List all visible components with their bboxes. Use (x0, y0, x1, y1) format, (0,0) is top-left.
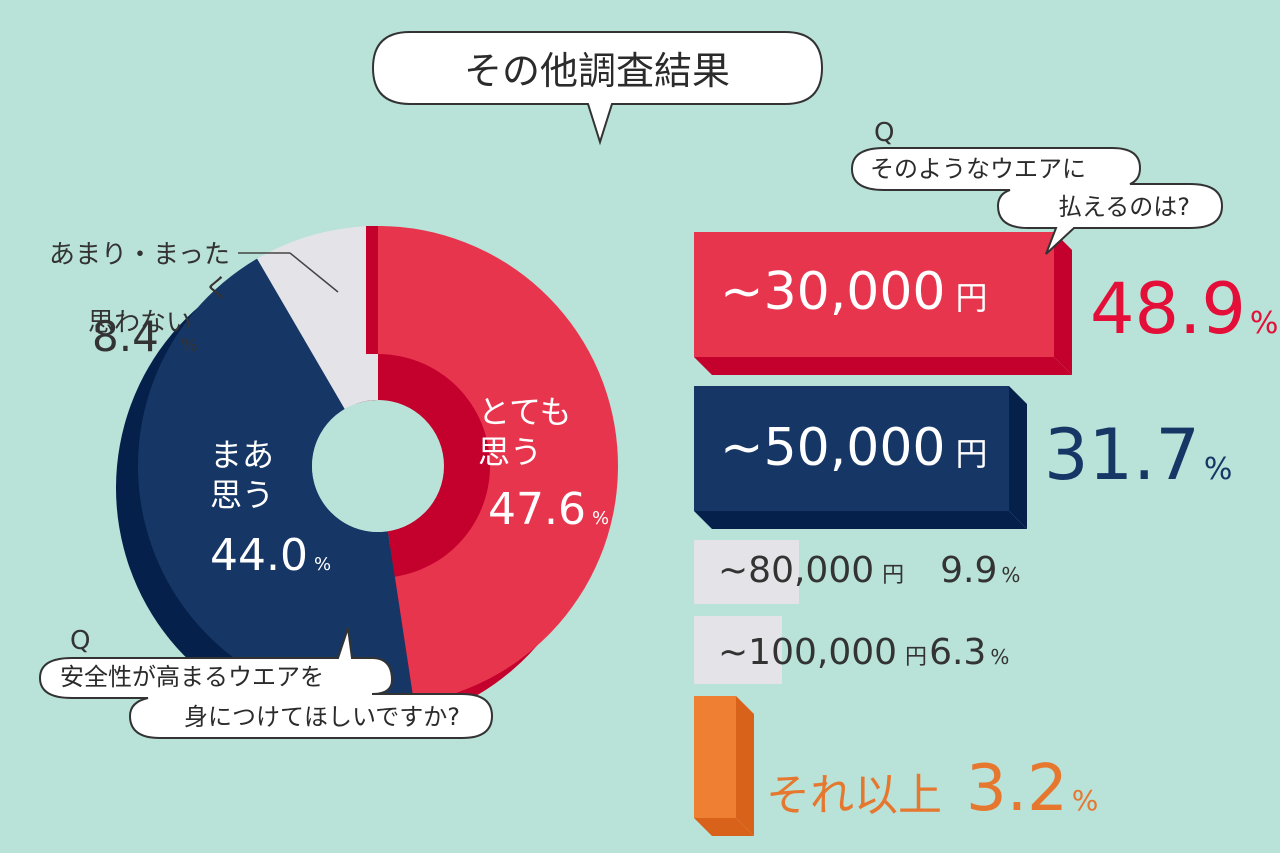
bar-value-50000: 31.7 (1044, 414, 1200, 496)
bar-side-50000 (1009, 386, 1027, 529)
q2-question-line1: そのようなウエアに (870, 155, 1086, 183)
bar-category-100000: ~100,000 (718, 632, 898, 673)
title-bubble-shape (371, 31, 824, 146)
slice-value-amari-unit: % (180, 335, 198, 356)
slice-label-totemo-line2: 思う (478, 433, 543, 471)
q1-bubble-shape (38, 627, 494, 739)
q2-bubble-shape (850, 147, 1224, 255)
bar-label-more: それ以上 3.2% (766, 752, 1098, 826)
slice-value-maa-number: 44.0 (210, 530, 308, 581)
bar-yen-100000: 円 (905, 645, 928, 670)
bar-yen-30000: 円 (955, 279, 988, 317)
bar-yen-50000: 円 (955, 435, 988, 473)
bar-30000 (694, 232, 1054, 357)
bar-value-100000: 6.3 (929, 632, 987, 673)
bar-label-50000: ~50,000 円 (720, 418, 988, 478)
bar-unit-more: % (1071, 784, 1099, 817)
bar-shapes (694, 232, 1072, 836)
slice-inner-wall-totemo (378, 354, 491, 577)
slice-value-totemo: 47.6% (488, 484, 609, 535)
slice-label-amari-line1: あまり・まったく (49, 240, 230, 304)
bar-value-30000: 48.9 (1090, 268, 1246, 350)
bar-value-80000: 9.9 (940, 550, 998, 591)
bar-label-30000: ~30,000 円 (720, 262, 988, 322)
slice-maa (137, 258, 415, 706)
slice-label-maa: まあ 思う (210, 435, 274, 515)
slice-value-amari-number: 8.4 (92, 312, 159, 361)
bar-side-30000 (1054, 232, 1072, 375)
slice-amari (257, 226, 378, 409)
slice-label-maa-line1: まあ (210, 436, 275, 474)
page-title: その他調査結果 (463, 48, 730, 93)
slice-value-totemo-unit: % (591, 508, 610, 529)
slice-value-totemo-number: 47.6 (488, 484, 586, 535)
slice-label-maa-line2: 思う (210, 476, 275, 514)
q1-question-mark: Q (70, 626, 91, 656)
bar-bottom-50000 (694, 511, 1027, 529)
bar-pct-30000: 48.9% (1090, 268, 1278, 350)
slice-label-amari: あまり・まったく 思わない (30, 238, 230, 340)
bar-50000 (694, 386, 1009, 511)
slice-value-maa: 44.0% (210, 530, 331, 581)
slice-label-amari-line2: 思わない (87, 308, 192, 338)
q1-question-line2: 身につけてほしいですか? (183, 703, 460, 731)
slice-label-totemo-line1: とても (478, 393, 572, 431)
q2-question-line2: 払えるのは? (1057, 193, 1190, 221)
slice-totemo (378, 226, 619, 704)
slice-label-totemo: とても 思う (478, 392, 571, 472)
slice-value-amari: 8.4% (92, 312, 198, 361)
donut-slices (137, 226, 619, 706)
bar-pct-50000: 31.7% (1044, 414, 1232, 496)
q2-question-mark: Q (874, 118, 895, 148)
bar-category-80000: ~80,000 (718, 550, 875, 591)
bar-category-50000: ~50,000 (720, 418, 946, 478)
bar-unit-50000: % (1203, 452, 1233, 487)
bar-category-30000: ~30,000 (720, 262, 946, 322)
bar-label-80000: ~80,000 円 9.9% (718, 550, 1020, 591)
bar-unit-100000: % (990, 645, 1010, 669)
bar-yen-80000: 円 (882, 563, 905, 588)
bar-side-more (736, 696, 754, 836)
bar-label-100000: ~100,000 円 6.3% (718, 632, 1009, 673)
bar-80000 (694, 540, 799, 604)
bar-unit-80000: % (1001, 563, 1021, 587)
bar-bottom-more (694, 818, 754, 836)
slice-edge-totemo (366, 226, 378, 354)
bar-bottom-30000 (694, 357, 1072, 375)
gray-leader-line-diag (289, 252, 339, 293)
bar-more (694, 696, 736, 818)
slice-value-maa-unit: % (313, 554, 332, 575)
bar-unit-30000: % (1249, 306, 1279, 341)
q1-question-line1: 安全性が高まるウエアを (60, 663, 324, 691)
bar-category-more: それ以上 (766, 770, 942, 821)
donut-hole (312, 400, 444, 532)
bar-value-more: 3.2 (966, 752, 1068, 826)
bar-100000 (694, 616, 782, 684)
